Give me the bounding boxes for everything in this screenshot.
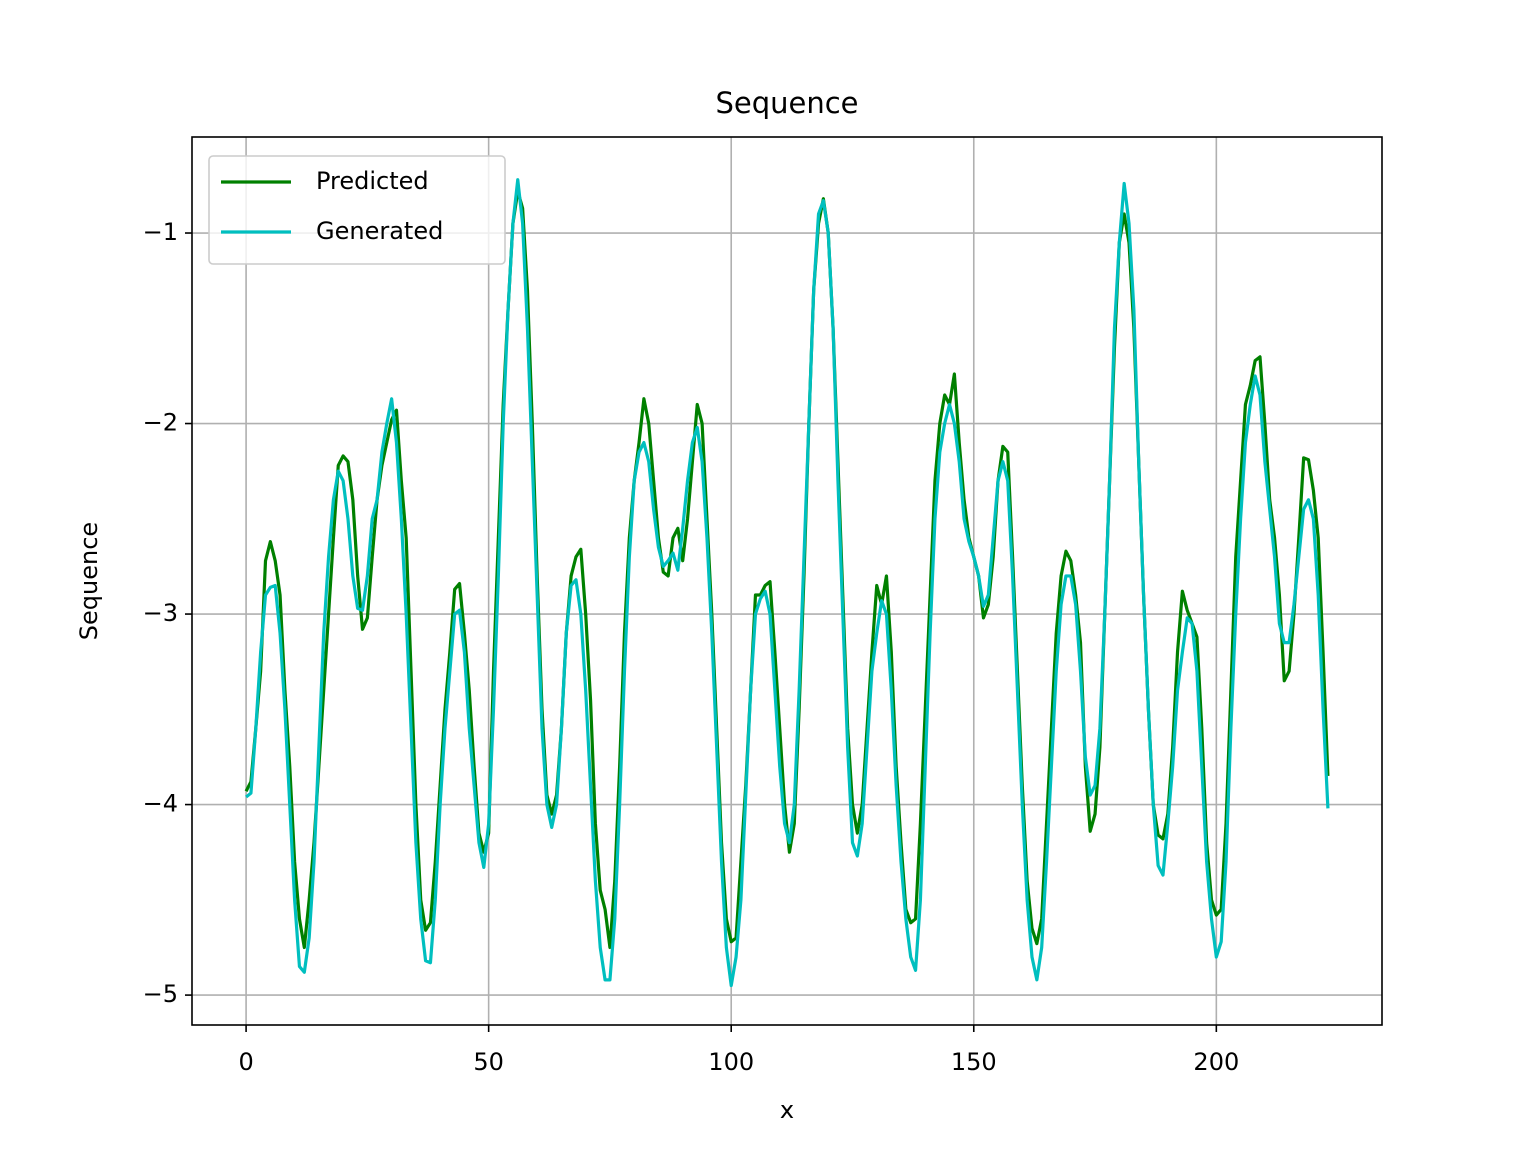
x-tick-label: 200 bbox=[1193, 1048, 1239, 1076]
x-tick-label: 150 bbox=[951, 1048, 997, 1076]
y-axis-label: Sequence bbox=[75, 522, 103, 640]
chart-title: Sequence bbox=[715, 86, 858, 120]
y-tick-label: −5 bbox=[143, 980, 178, 1008]
y-tick-label: −4 bbox=[143, 790, 178, 818]
x-tick-label: 0 bbox=[238, 1048, 253, 1076]
series-line bbox=[245, 178, 1330, 988]
x-tick-label: 100 bbox=[708, 1048, 754, 1076]
x-axis-label: x bbox=[780, 1096, 794, 1124]
plot-frame bbox=[191, 136, 1383, 1026]
legend-label: Generated bbox=[316, 217, 443, 245]
legend: Predicted Generated bbox=[208, 155, 506, 265]
y-tick-label: −2 bbox=[143, 409, 178, 437]
x-tick-label: 50 bbox=[473, 1048, 504, 1076]
legend-label: Predicted bbox=[316, 167, 429, 195]
y-tick-label: −1 bbox=[143, 218, 178, 246]
y-tick-label: −3 bbox=[143, 599, 178, 627]
